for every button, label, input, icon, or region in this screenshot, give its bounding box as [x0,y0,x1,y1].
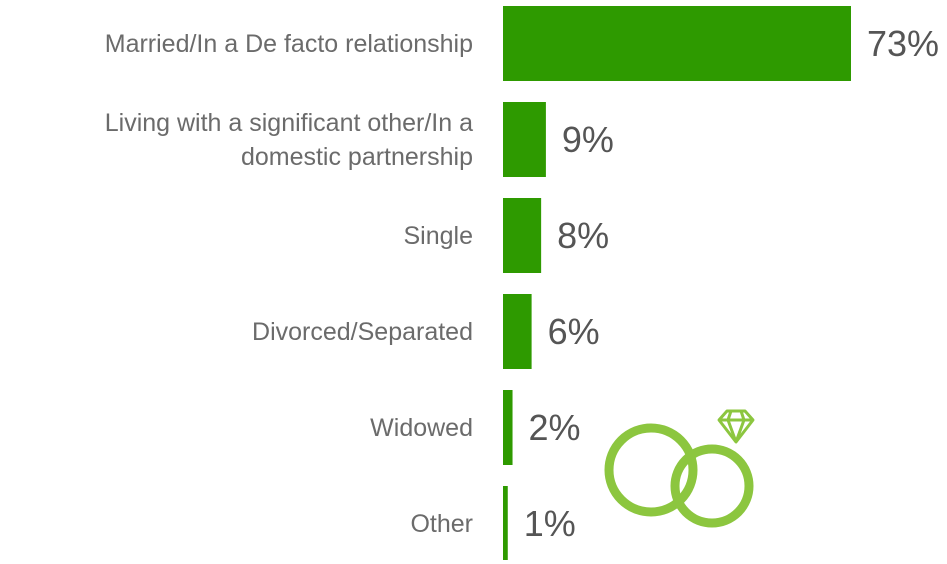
value-label-text: 9% [561,118,614,160]
category-label-text: Divorced/Separated [252,317,473,346]
rings-icon [604,409,755,528]
bar [503,198,542,273]
value-label: 6% [548,292,600,372]
value-label-text: 73% [867,22,940,64]
category-label: Living with a significant other/In a dom… [0,100,473,180]
category-label: Divorced/Separated [0,292,473,372]
category-label: Other [0,484,473,564]
category-label-text: Other [410,509,473,538]
category-label-text: Married/In a De facto relationship [104,29,473,58]
value-label: 9% [562,100,614,180]
bar [503,294,532,369]
value-label: 2% [529,388,581,468]
category-label-text: Living with a significant other/In a dom… [104,108,473,171]
category-label: Married/In a De facto relationship [0,4,473,84]
category-label: Widowed [0,388,473,468]
value-label-text: 6% [547,310,600,352]
category-label: Single [0,196,474,276]
value-label-text: 8% [557,214,610,256]
bar [503,6,851,81]
value-label: 1% [524,484,576,564]
category-label-text: Single [403,221,474,250]
value-label-text: 1% [523,502,576,544]
category-label-text: Widowed [370,413,473,442]
bar [503,486,508,560]
value-label-text: 2% [528,406,581,448]
value-label: 73% [867,4,939,84]
value-label: 8% [557,196,609,276]
bar [503,102,546,177]
bar [503,390,513,465]
